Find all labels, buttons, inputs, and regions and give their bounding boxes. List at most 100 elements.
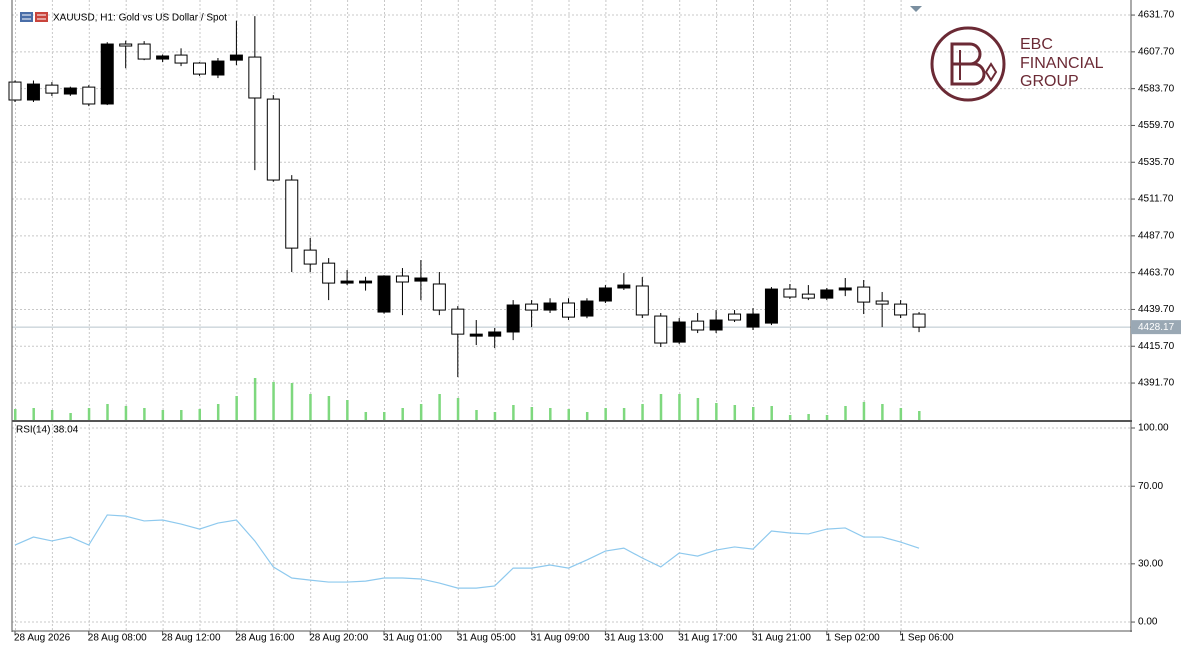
- y-tick-label: 4415.70: [1138, 341, 1175, 352]
- candle-body: [100, 43, 114, 105]
- volume-bar: [752, 407, 755, 420]
- candle-body: [414, 277, 428, 282]
- candle-body: [691, 320, 705, 331]
- candle-body: [229, 54, 243, 61]
- candle-body: [912, 313, 926, 328]
- candle-body: [211, 60, 225, 76]
- candle-body: [119, 43, 133, 47]
- candle-body: [672, 321, 686, 343]
- volume-bar: [456, 398, 460, 420]
- volume-bar: [659, 394, 663, 420]
- volume-bar: [696, 398, 700, 420]
- volume-bar: [216, 404, 220, 420]
- logo-text: GROUP: [1020, 73, 1079, 90]
- y-tick-label: 4607.70: [1138, 46, 1175, 57]
- volume-bar: [530, 407, 534, 420]
- x-tick-label: 31 Aug 13:00: [604, 633, 663, 644]
- volume-bar: [272, 382, 275, 420]
- volume-bar: [549, 408, 552, 420]
- volume-bar: [14, 409, 17, 420]
- candle-body: [635, 285, 649, 316]
- candle-body: [322, 262, 336, 284]
- candle-body: [820, 289, 834, 299]
- candle-body: [82, 86, 96, 105]
- volume-bar: [881, 404, 884, 420]
- volume-bar: [622, 408, 626, 420]
- y-tick-label: 4535.70: [1138, 157, 1175, 168]
- y-tick-label: 4559.70: [1138, 120, 1175, 131]
- volume-bar: [567, 409, 570, 420]
- y-tick-label: 4511.70: [1138, 194, 1174, 205]
- x-tick-label: 28 Aug 16:00: [235, 633, 294, 644]
- candle-body: [432, 283, 446, 311]
- logo-text: EBC: [1020, 36, 1053, 53]
- grid: [12, 0, 1131, 630]
- volume-bar: [807, 414, 810, 420]
- candle-body: [156, 55, 170, 60]
- candle-body: [303, 249, 317, 265]
- x-tick-label: 1 Sep 02:00: [826, 633, 880, 644]
- y-tick-label: 4391.70: [1138, 378, 1175, 389]
- x-tick-label: 31 Aug 17:00: [678, 633, 737, 644]
- current-price-label: 4428.17: [1138, 322, 1175, 333]
- volume-bar: [918, 411, 921, 420]
- candle-body: [285, 179, 299, 249]
- x-tick-label: 28 Aug 12:00: [162, 633, 221, 644]
- volume-bar: [50, 410, 54, 420]
- volume-bar: [493, 412, 497, 420]
- volume-bar: [788, 415, 792, 420]
- x-tick-label: 28 Aug 20:00: [309, 633, 368, 644]
- x-tick-label: 31 Aug 21:00: [752, 633, 811, 644]
- volume-bar: [678, 394, 681, 420]
- volume-bar: [198, 409, 201, 420]
- volume-bar: [715, 403, 718, 420]
- candle-body: [654, 315, 668, 344]
- x-tick-label: 28 Aug 08:00: [88, 633, 147, 644]
- candle-body: [746, 313, 760, 328]
- x-tick-label: 31 Aug 01:00: [383, 633, 442, 644]
- volume-bar: [32, 408, 35, 420]
- volume-bar: [438, 394, 441, 420]
- volume-bar: [383, 412, 386, 420]
- x-tick-label: 1 Sep 06:00: [900, 633, 954, 644]
- candle-body: [137, 43, 151, 60]
- candle-body: [395, 275, 409, 283]
- candle-body: [377, 275, 391, 313]
- candle-body: [340, 280, 354, 284]
- volume-bar: [604, 408, 607, 420]
- candle-body: [469, 333, 483, 337]
- candle-body: [26, 83, 40, 101]
- y-tick-label: 4583.70: [1138, 83, 1175, 94]
- volume-bar: [235, 396, 238, 420]
- volume-bar: [253, 378, 257, 420]
- candle-body: [838, 287, 852, 291]
- y-tick-label: 30.00: [1138, 558, 1163, 569]
- volume-bar: [401, 408, 404, 420]
- volume-bar: [161, 410, 165, 420]
- symbol-icon: [20, 12, 48, 22]
- candle-body: [894, 303, 908, 316]
- plot: [8, 16, 1131, 589]
- candle-body: [525, 303, 539, 311]
- volume-bar: [512, 405, 515, 420]
- candle-body: [359, 280, 373, 284]
- candle-body: [598, 287, 612, 302]
- volume-bar: [419, 404, 423, 420]
- volume-bar: [69, 413, 72, 420]
- candle-body: [193, 62, 206, 75]
- rsi-title: RSI(14) 38.04: [16, 425, 79, 436]
- y-tick-label: 70.00: [1138, 481, 1163, 492]
- volume-bar: [327, 396, 331, 420]
- candle-body: [764, 288, 778, 324]
- candle-body: [801, 293, 815, 299]
- candle-body: [8, 81, 22, 101]
- volume-bar: [585, 412, 589, 420]
- y-tick-label: 4487.70: [1138, 230, 1175, 241]
- volume-bar: [124, 406, 128, 420]
- volume-bar: [346, 400, 349, 420]
- volume-bar: [106, 404, 109, 420]
- candle-body: [728, 313, 742, 321]
- candle-body: [857, 286, 871, 303]
- volume-bar: [733, 405, 737, 420]
